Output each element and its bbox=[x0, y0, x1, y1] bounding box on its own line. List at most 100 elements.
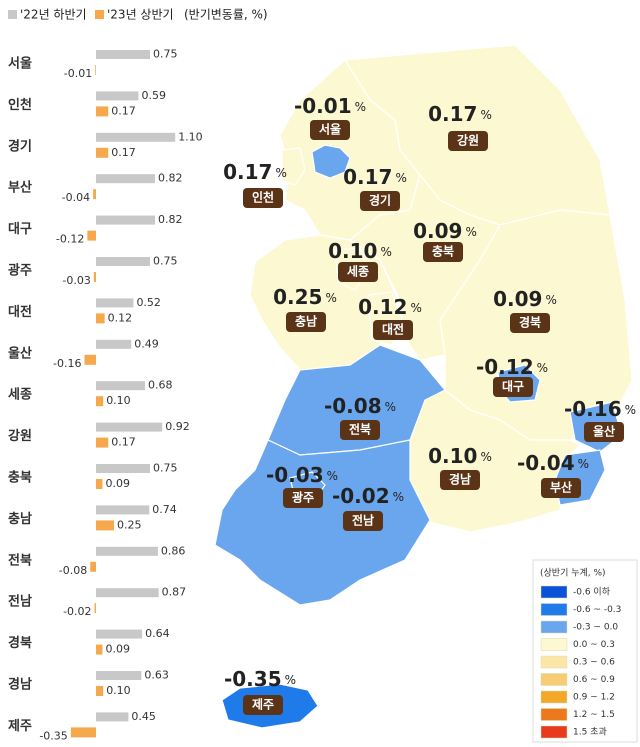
region-name: 인천 bbox=[252, 190, 274, 205]
map-legend-label: 0.9 ~ 1.2 bbox=[573, 693, 615, 703]
region-name: 세종 bbox=[347, 264, 369, 279]
category-label: 서울 bbox=[8, 56, 32, 72]
region-name: 제주 bbox=[252, 698, 274, 712]
region-value: 0.25% bbox=[273, 285, 337, 309]
category-label: 대구 bbox=[8, 222, 32, 237]
region-value: 0.17% bbox=[343, 165, 407, 189]
map-legend-label: 1.5 초과 bbox=[573, 727, 607, 738]
value-number: 0.09 bbox=[413, 219, 462, 243]
value-number: 0.09 bbox=[493, 287, 542, 311]
region-value: 0.09% bbox=[413, 219, 477, 243]
legend-swatch bbox=[8, 10, 17, 19]
region-name-box bbox=[541, 478, 581, 498]
region-name: 광주 bbox=[292, 490, 314, 505]
bar bbox=[96, 479, 103, 489]
value-label: 0.64 bbox=[145, 627, 170, 640]
region-value: -0.16% bbox=[564, 397, 636, 421]
map-legend-label: 0.0 ~ 0.3 bbox=[573, 640, 615, 650]
bar bbox=[96, 505, 150, 515]
region-value: 0.17% bbox=[428, 102, 492, 126]
region-name-box bbox=[338, 262, 378, 282]
category-label: 경남 bbox=[8, 677, 32, 693]
region-name-box bbox=[343, 511, 383, 531]
value-label: -0.04 bbox=[62, 191, 90, 204]
bar bbox=[90, 561, 96, 572]
region-value: -0.03% bbox=[266, 463, 338, 487]
region-value: 0.09% bbox=[493, 287, 557, 311]
bar bbox=[87, 230, 96, 241]
bar bbox=[96, 132, 176, 142]
bar bbox=[96, 686, 104, 696]
value-label: 0.12 bbox=[108, 311, 133, 324]
value-label: -0.35 bbox=[39, 729, 67, 742]
value-label: 0.74 bbox=[152, 503, 177, 516]
category-label: 광주 bbox=[8, 264, 32, 279]
value-label: -0.03 bbox=[62, 274, 90, 287]
category-label: 대전 bbox=[8, 304, 32, 320]
bar bbox=[96, 91, 139, 101]
value-unit: % bbox=[380, 245, 391, 259]
category-label: 경북 bbox=[8, 635, 32, 651]
bar bbox=[96, 174, 156, 184]
map-legend-swatch bbox=[540, 638, 568, 651]
value-label: -0.02 bbox=[63, 605, 91, 618]
value-number: 0.17 bbox=[223, 160, 272, 184]
category-label: 강원 bbox=[8, 428, 32, 444]
bar bbox=[96, 257, 150, 266]
category-label: 부산 bbox=[8, 180, 32, 196]
category-label: 제주 bbox=[8, 719, 32, 734]
value-label: 0.45 bbox=[131, 710, 156, 723]
region-name: 충남 bbox=[295, 314, 317, 329]
bar bbox=[96, 644, 103, 655]
region-name: 경북 bbox=[519, 316, 541, 330]
bar bbox=[96, 629, 143, 639]
map-legend-label: -0.6 ~ -0.3 bbox=[573, 605, 621, 615]
region-name: 울산 bbox=[593, 424, 615, 439]
bar bbox=[84, 354, 96, 365]
value-label: 0.63 bbox=[144, 669, 169, 682]
value-label: -0.16 bbox=[53, 357, 81, 370]
value-label: 1.10 bbox=[178, 130, 203, 143]
value-unit: % bbox=[325, 291, 336, 305]
region-name: 경기 bbox=[369, 193, 391, 208]
map-legend-swatch bbox=[540, 708, 568, 721]
value-label: -0.01 bbox=[64, 67, 92, 80]
value-unit: % bbox=[578, 457, 589, 471]
map-legend-label: -0.3 ~ 0.0 bbox=[573, 623, 618, 633]
region-value: -0.02% bbox=[332, 484, 404, 508]
map-legend-swatch bbox=[540, 673, 568, 686]
bar bbox=[96, 381, 145, 391]
bar bbox=[96, 712, 129, 722]
value-label: 0.87 bbox=[162, 586, 187, 599]
value-unit: % bbox=[545, 293, 556, 307]
bar bbox=[93, 189, 96, 200]
value-unit: % bbox=[537, 361, 548, 375]
value-number: -0.35 bbox=[224, 667, 282, 691]
value-number: -0.04 bbox=[517, 451, 575, 475]
region-name-box bbox=[360, 191, 400, 211]
bar bbox=[93, 272, 96, 282]
region-name-box bbox=[493, 377, 533, 397]
value-number: 0.25 bbox=[273, 285, 322, 309]
value-label: 0.59 bbox=[141, 89, 166, 102]
region-name: 강원 bbox=[457, 134, 479, 148]
value-label: 0.86 bbox=[161, 544, 186, 557]
region bbox=[267, 344, 446, 456]
value-label: 0.75 bbox=[153, 462, 178, 475]
bar bbox=[96, 396, 104, 407]
value-label: 0.17 bbox=[111, 436, 135, 449]
category-label: 울산 bbox=[8, 345, 32, 361]
value-number: -0.03 bbox=[266, 463, 324, 487]
value-number: 0.10 bbox=[428, 444, 477, 468]
region-name-box bbox=[283, 488, 323, 508]
region-name: 전북 bbox=[349, 422, 371, 437]
value-unit: % bbox=[285, 673, 296, 687]
bar bbox=[96, 520, 114, 531]
value-unit: % bbox=[465, 225, 476, 239]
value-unit: % bbox=[625, 403, 636, 417]
category-label: 인천 bbox=[8, 97, 32, 113]
region bbox=[311, 144, 351, 179]
value-label: 0.68 bbox=[148, 379, 173, 392]
category-label: 전북 bbox=[8, 552, 32, 568]
